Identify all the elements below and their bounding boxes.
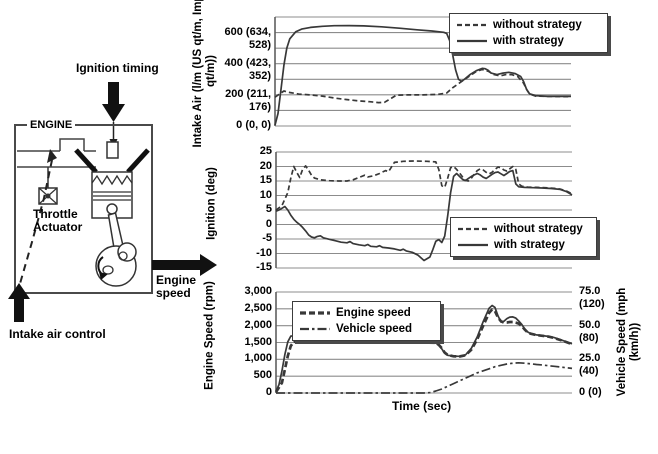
intake-pipe [17, 138, 96, 168]
engine-label: ENGINE [27, 119, 76, 132]
piston-assembly-icon [74, 141, 150, 287]
series-engine-speed [274, 308, 573, 393]
engine-speed-arrow-icon [152, 254, 217, 276]
ignition-timing-label: Ignition timing [76, 61, 159, 75]
intake-air-control-label: Intake air control [9, 327, 106, 341]
throttle-actuator-label: Throttle Actuator [33, 207, 83, 234]
intake-air-arrow-icon [8, 283, 30, 322]
series-with-strategy [274, 24, 571, 126]
engine-box [14, 124, 153, 294]
intake-control-dashed-line [16, 149, 57, 295]
series-without-strategy [274, 68, 572, 104]
engine-schematic [8, 82, 217, 322]
series-with-strategy [275, 169, 573, 262]
series-engine-speed-solid-trace- [275, 304, 573, 392]
series-vehicle-speed [276, 361, 573, 394]
engine-speed-label: Engine speed [156, 273, 197, 300]
series-without-strategy [275, 160, 573, 211]
